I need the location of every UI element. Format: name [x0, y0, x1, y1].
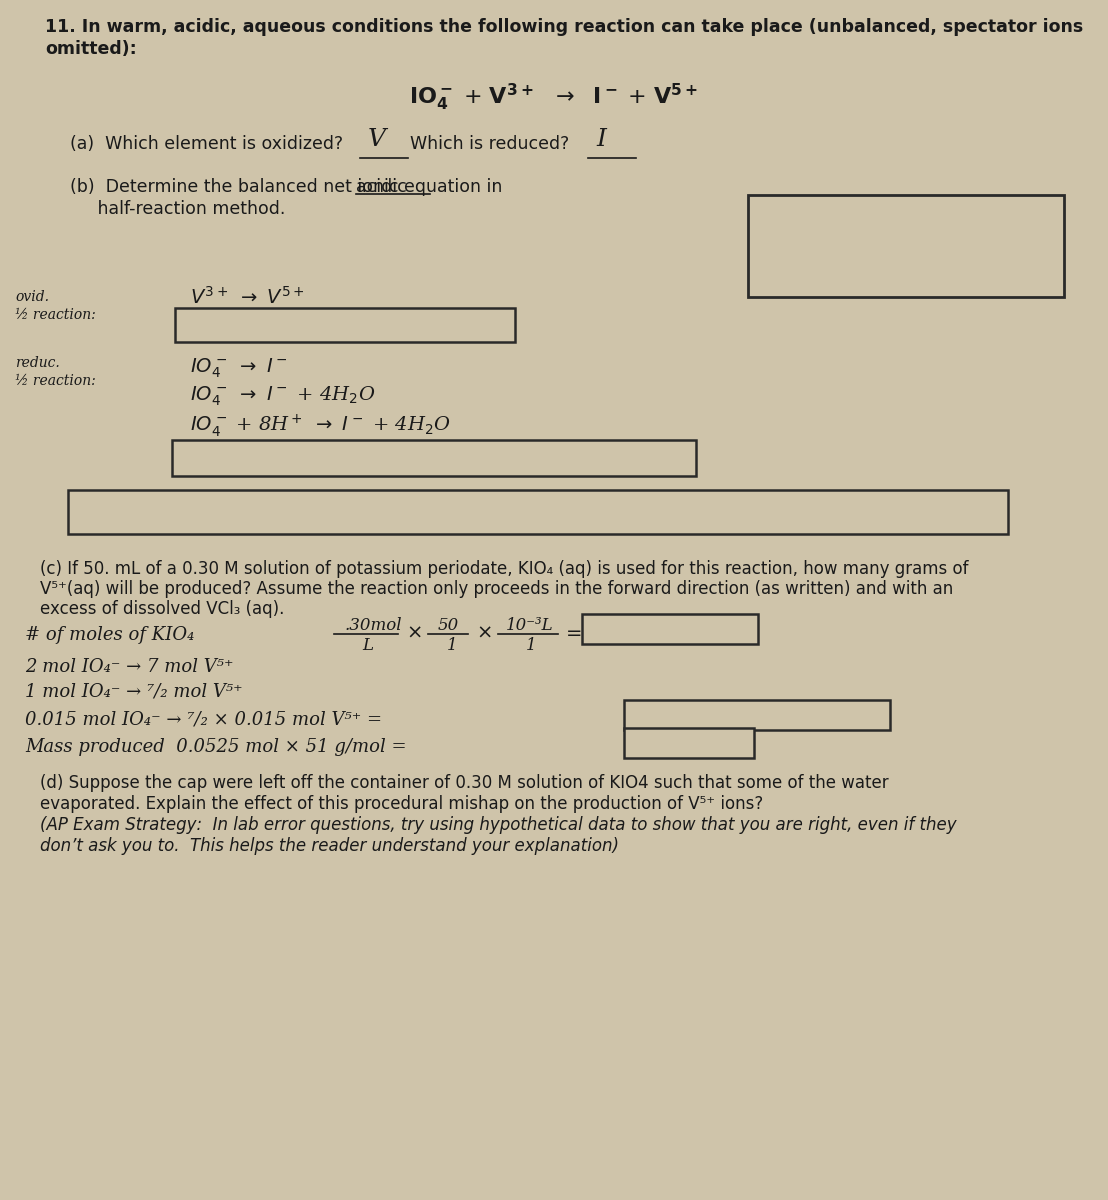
- Text: $\mathbf{IO_4^-}$ + $\mathbf{V^{3+}}$  $\rightarrow$  $\mathbf{I^-}$ + $\mathbf{: $\mathbf{IO_4^-}$ + $\mathbf{V^{3+}}$ $\…: [410, 82, 698, 113]
- Text: don’t ask you to.  This helps the reader understand your explanation): don’t ask you to. This helps the reader …: [40, 838, 619, 854]
- Text: 0.015 mol: 0.015 mol: [625, 620, 716, 638]
- Text: Note:: Note:: [756, 202, 808, 220]
- Text: 0.0525 mol V⁵⁺: 0.0525 mol V⁵⁺: [687, 706, 825, 724]
- Text: L: L: [362, 637, 373, 654]
- Text: V⁵⁺(aq) will be produced? Assume the reaction only proceeds in the forward direc: V⁵⁺(aq) will be produced? Assume the rea…: [40, 580, 953, 598]
- Text: =: =: [566, 624, 583, 643]
- Text: ½ reaction:: ½ reaction:: [16, 308, 95, 322]
- Text: $IO_4^-$ $\rightarrow$ $I^-$ + 4H$_2$O: $IO_4^-$ $\rightarrow$ $I^-$ + 4H$_2$O: [189, 384, 376, 408]
- Text: $IO_4^-$ $\rightarrow$ $I^-$: $IO_4^-$ $\rightarrow$ $I^-$: [189, 356, 288, 379]
- Text: V: V: [368, 128, 386, 151]
- Text: .30mol: .30mol: [345, 617, 402, 634]
- Text: 1 mol IO₄⁻ → ⁷/₂ mol V⁵⁺: 1 mol IO₄⁻ → ⁷/₂ mol V⁵⁺: [25, 682, 243, 700]
- Text: evaporated. Explain the effect of this procedural mishap on the production of V⁵: evaporated. Explain the effect of this p…: [40, 794, 763, 814]
- Text: 11. In warm, acidic, aqueous conditions the following reaction can take place (u: 11. In warm, acidic, aqueous conditions …: [45, 18, 1084, 36]
- Text: Which is reduced?: Which is reduced?: [410, 134, 570, 152]
- Bar: [175, 308, 515, 342]
- Text: 0.015 mol IO₄⁻ → ⁷/₂ × 0.015 mol V⁵⁺ =: 0.015 mol IO₄⁻ → ⁷/₂ × 0.015 mol V⁵⁺ =: [25, 710, 382, 728]
- Text: ×: ×: [476, 624, 492, 643]
- Text: 10⁻³L: 10⁻³L: [506, 617, 554, 634]
- Bar: [172, 440, 696, 476]
- Bar: [624, 728, 755, 758]
- Text: $V^{3+}$ $\rightarrow$ $V^{5+}$: $V^{3+}$ $\rightarrow$ $V^{5+}$: [189, 286, 305, 308]
- Bar: [582, 614, 758, 644]
- Text: 7$V^{3+}$ + 2$IO_4^-$ + 16H$^+$ $\rightarrow$ 7$V^{5+}$ + 2$I^-$ + 8H$_2$O: 7$V^{3+}$ + 2$IO_4^-$ + 16H$^+$ $\righta…: [290, 500, 786, 532]
- Text: some evidence of your: some evidence of your: [756, 220, 946, 238]
- Text: Mass produced  0.0525 mol × 51 g/mol =: Mass produced 0.0525 mol × 51 g/mol =: [25, 738, 407, 756]
- Text: $V^{3+}$ $\rightarrow$ $V^{5+}$ + 2e$^-$: $V^{3+}$ $\rightarrow$ $V^{5+}$ + 2e$^-$: [252, 316, 437, 338]
- Bar: [68, 490, 1008, 534]
- Text: you should show: you should show: [808, 202, 952, 220]
- Text: $IO_4^-$ + 8H$^+$ $\rightarrow$ $I^-$ + 4H$_2$O: $IO_4^-$ + 8H$^+$ $\rightarrow$ $I^-$ + …: [189, 412, 451, 439]
- Text: I: I: [596, 128, 606, 151]
- Text: (d) Suppose the cap were left off the container of 0.30 M solution of KIO4 such : (d) Suppose the cap were left off the co…: [40, 774, 889, 792]
- Text: excess of dissolved VCl₃ (aq).: excess of dissolved VCl₃ (aq).: [40, 600, 285, 618]
- Text: acidic: acidic: [356, 178, 407, 196]
- Text: half-reaction method.: half-reaction method.: [70, 200, 286, 218]
- Bar: [624, 700, 890, 730]
- Text: reduc.: reduc.: [16, 356, 60, 370]
- Text: 1: 1: [526, 637, 536, 654]
- Text: $IO_4^-$ + 8H$^+$ + 7e$^-$ $\rightarrow$ $I^-$ + 4H$_2$O: $IO_4^-$ + 8H$^+$ + 7e$^-$ $\rightarrow$…: [268, 448, 599, 475]
- Bar: [748, 194, 1064, 296]
- Text: your response.: your response.: [756, 256, 880, 274]
- Text: 50: 50: [438, 617, 459, 634]
- Text: # of moles of KIO₄: # of moles of KIO₄: [25, 626, 194, 644]
- Text: 2.689g: 2.689g: [657, 734, 720, 752]
- Text: (AP Exam Strategy:  In lab error questions, try using hypothetical data to show : (AP Exam Strategy: In lab error question…: [40, 816, 956, 834]
- Text: 2 mol IO₄⁻ → 7 mol V⁵⁺: 2 mol IO₄⁻ → 7 mol V⁵⁺: [25, 658, 234, 676]
- Text: 1: 1: [447, 637, 458, 654]
- Text: omitted):: omitted):: [45, 40, 136, 58]
- Text: ovid.: ovid.: [16, 290, 49, 304]
- Text: (a)  Which element is oxidized?: (a) Which element is oxidized?: [70, 134, 343, 152]
- Text: ½ reaction:: ½ reaction:: [16, 374, 95, 388]
- Text: thought process in: thought process in: [756, 238, 911, 256]
- Text: (c) If 50. mL of a 0.30 M solution of potassium periodate, KIO₄ (aq) is used for: (c) If 50. mL of a 0.30 M solution of po…: [40, 560, 968, 578]
- Text: ×: ×: [406, 624, 422, 643]
- Text: (b)  Determine the balanced net ionic equation in: (b) Determine the balanced net ionic equ…: [70, 178, 502, 196]
